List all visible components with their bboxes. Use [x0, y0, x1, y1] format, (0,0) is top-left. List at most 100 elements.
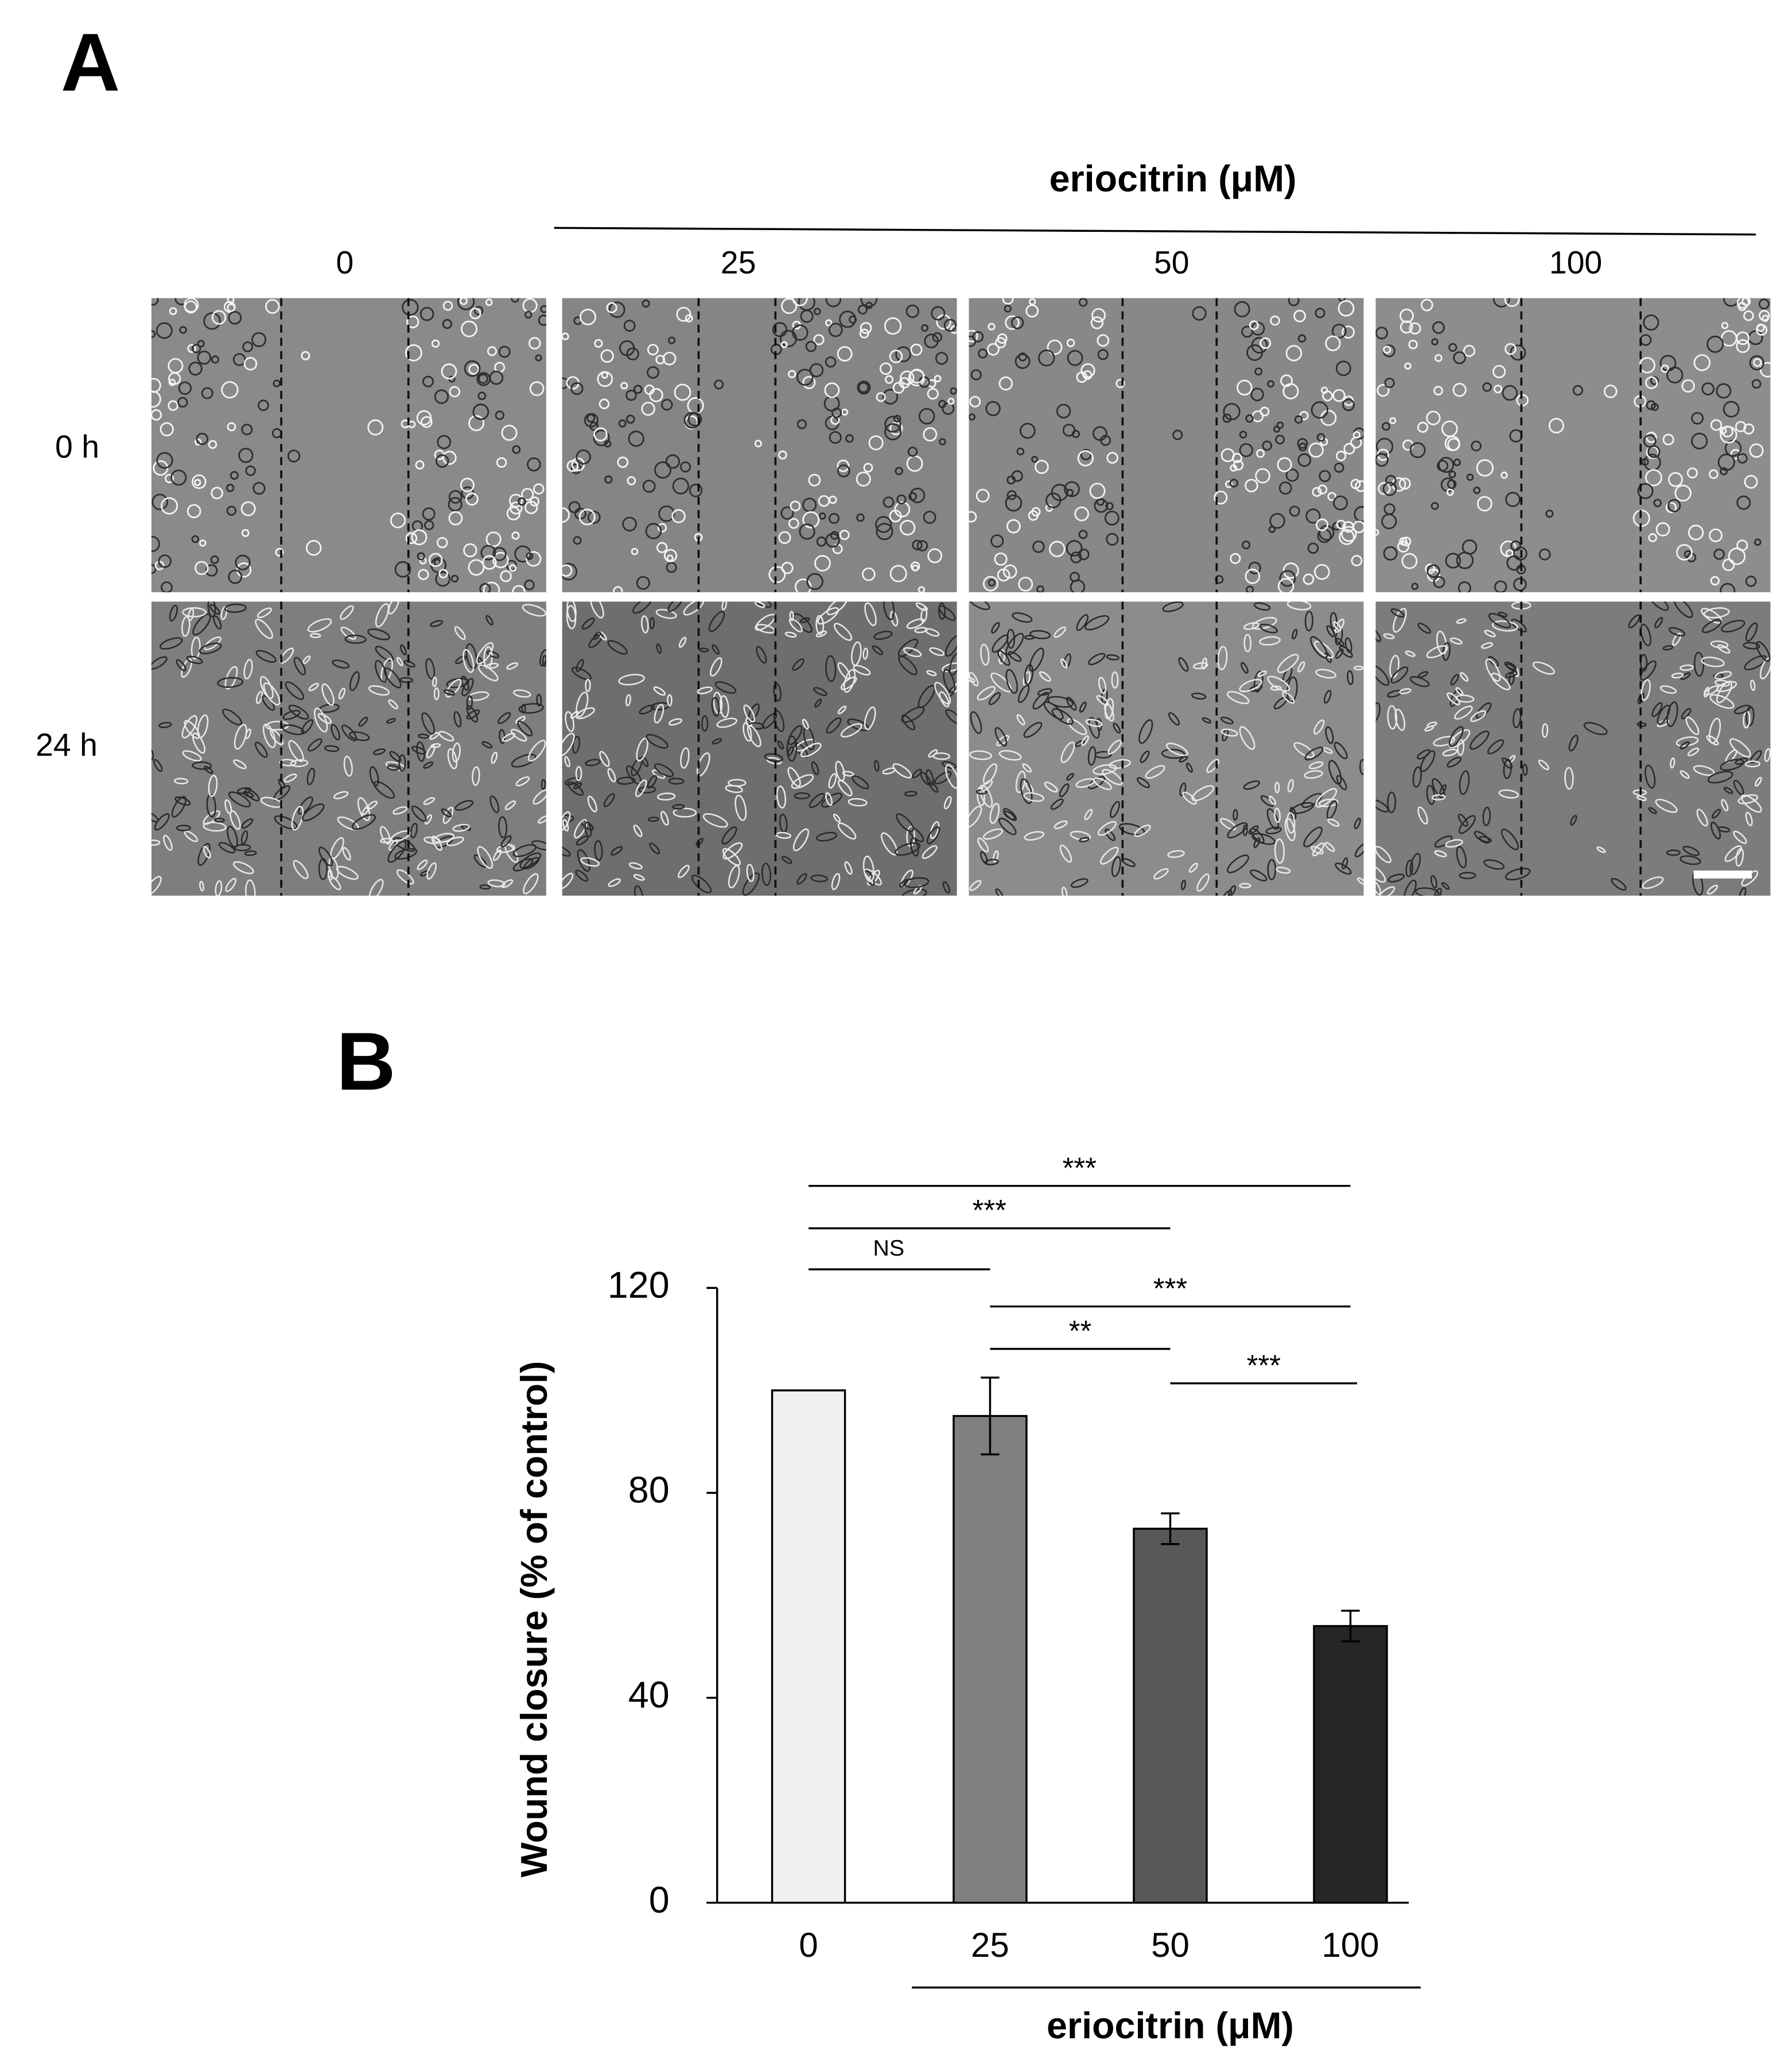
cell: [1691, 433, 1708, 450]
cell: [483, 581, 500, 593]
cell: [306, 767, 316, 786]
cell: [383, 667, 402, 689]
cell: [678, 636, 687, 648]
cell: [1243, 634, 1251, 652]
cell: [448, 490, 462, 504]
cell: [862, 856, 874, 883]
cell: [502, 733, 515, 742]
cell: [743, 704, 756, 722]
cell: [1279, 570, 1296, 587]
cell: [430, 620, 444, 627]
cell: [641, 756, 649, 767]
cell: [429, 732, 440, 740]
cell: [994, 726, 1008, 747]
cell: [1662, 645, 1674, 651]
cell: [810, 875, 828, 883]
cell: [662, 352, 677, 366]
cell: [1470, 731, 1490, 750]
cell: [497, 712, 511, 724]
cell: [1037, 688, 1053, 696]
cell: [826, 717, 842, 734]
cell: [570, 710, 579, 719]
cell: [1643, 434, 1657, 448]
cell: [918, 586, 926, 593]
cell: [656, 643, 662, 654]
cell: [883, 601, 895, 620]
cell: [232, 861, 254, 875]
cell: [593, 427, 608, 442]
cell: [862, 647, 869, 660]
cell: [405, 532, 418, 545]
cell: [158, 722, 172, 728]
cell: [211, 487, 223, 500]
cell: [375, 603, 390, 628]
cell: [1740, 794, 1762, 813]
cell: [1445, 553, 1461, 569]
cell: [683, 601, 705, 616]
cell: [840, 723, 862, 738]
x-tick-label: 0: [799, 1926, 818, 1964]
cell: [151, 564, 157, 574]
cell: [1044, 782, 1058, 793]
cell: [746, 864, 755, 883]
cell: [1067, 718, 1087, 735]
cell: [1225, 480, 1233, 488]
cell: [892, 763, 912, 779]
cell: [1721, 620, 1746, 633]
cell: [1488, 613, 1511, 629]
cell: [1097, 821, 1117, 836]
cell: [884, 317, 902, 335]
cell: [307, 618, 332, 633]
cell: [1185, 763, 1193, 773]
micrograph: [151, 601, 546, 896]
cell: [1322, 390, 1333, 402]
cell: [217, 677, 244, 688]
cell: [387, 841, 407, 863]
cell: [1438, 457, 1455, 473]
cell: [449, 386, 461, 398]
cell: [317, 713, 332, 724]
cell: [622, 516, 637, 532]
cell: [576, 659, 584, 672]
cell: [1466, 473, 1474, 481]
cell: [204, 766, 213, 774]
cell: [654, 704, 664, 724]
cell: [1707, 771, 1733, 784]
cell: [1097, 349, 1109, 360]
cell: [442, 450, 457, 465]
cell: [1456, 846, 1467, 869]
cell: [1066, 772, 1075, 781]
cell: [1288, 298, 1300, 306]
cell: [581, 617, 595, 630]
cell: [255, 619, 273, 639]
cell: [1445, 839, 1463, 848]
cell: [1717, 644, 1731, 654]
cell: [876, 523, 893, 541]
cell: [1227, 822, 1248, 839]
cell: [425, 658, 436, 680]
cell: [411, 529, 427, 546]
cell: [1417, 421, 1429, 433]
cell: [318, 846, 333, 867]
cell: [1659, 685, 1677, 694]
cell: [1744, 475, 1758, 489]
cell: [909, 368, 924, 384]
cell: [893, 414, 901, 423]
cell: [787, 767, 801, 787]
cell: [680, 747, 690, 769]
column-label: 0: [336, 244, 354, 280]
cell: [399, 644, 407, 656]
cell: [725, 784, 743, 793]
cell: [1290, 802, 1314, 814]
cell: [1075, 778, 1095, 788]
cell: [1273, 696, 1288, 710]
cell: [1485, 658, 1501, 682]
cell: [181, 658, 193, 678]
cell: [452, 742, 461, 763]
cell: [1461, 539, 1478, 555]
cell: [950, 325, 957, 334]
cell: [485, 531, 502, 547]
cell: [572, 666, 592, 681]
cell: [1721, 799, 1729, 811]
cell: [1707, 335, 1724, 353]
